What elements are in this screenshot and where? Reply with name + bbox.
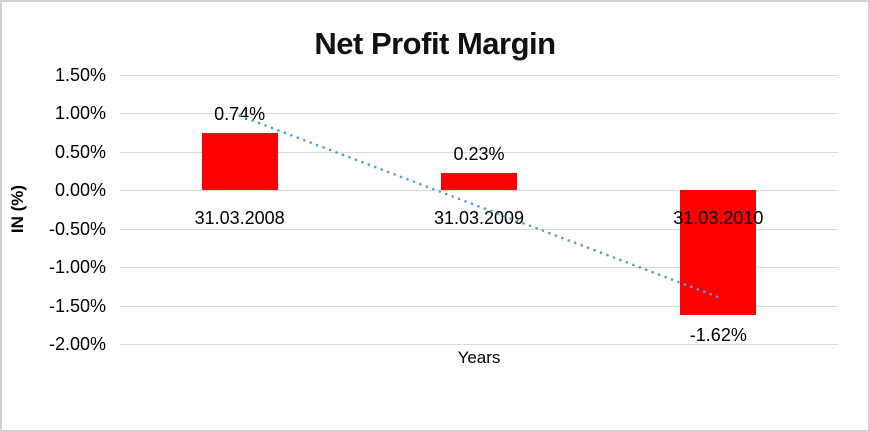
gridline [120, 305, 838, 307]
y-tick-label: 0.00% [54, 180, 106, 201]
x-axis-title: Years [457, 348, 501, 367]
gridline [120, 75, 838, 76]
y-tick-label: -1.50% [48, 295, 106, 316]
y-tick-label: 0.50% [54, 141, 106, 162]
y-tick-label: -1.00% [48, 257, 106, 278]
y-tick-label: -0.50% [48, 218, 106, 239]
bar-data-label: 0.74% [214, 104, 266, 125]
y-tick-label: 1.50% [54, 65, 106, 85]
category-label: 31.03.2008 [194, 208, 285, 229]
bar-data-label: 0.23% [453, 143, 505, 164]
chart-title: Net Profit Margin [314, 26, 556, 61]
bar-data-label: -1.62% [689, 324, 747, 345]
bar [441, 172, 517, 191]
category-label: 31.03.2010 [673, 208, 764, 229]
bar [201, 133, 278, 191]
y-tick-label: 1.00% [54, 103, 106, 124]
category-label: 31.03.2009 [433, 208, 525, 229]
gridline [120, 113, 838, 115]
gridline [120, 343, 838, 345]
y-tick-label: -2.00% [48, 333, 106, 354]
